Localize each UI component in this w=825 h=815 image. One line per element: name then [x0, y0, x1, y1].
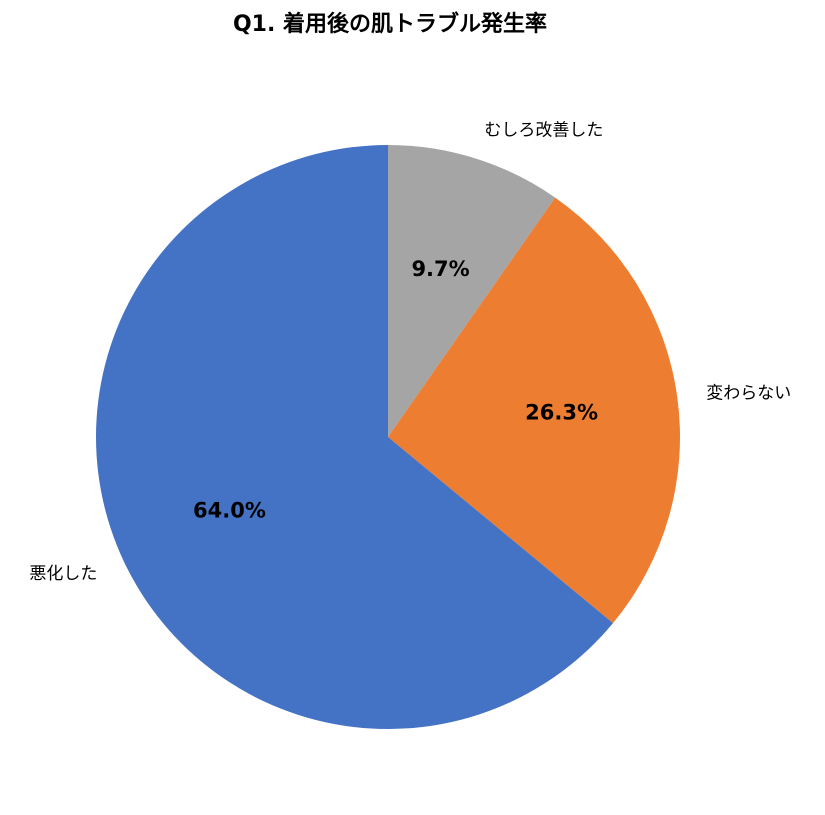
category-label: 変わらない [706, 384, 791, 404]
value-label: 9.7% [411, 257, 469, 281]
category-label: むしろ改善した [484, 121, 603, 141]
pie-slice [95, 145, 613, 730]
chart-title: Q1. 着用後の肌トラブル発生率 [233, 11, 547, 37]
pie-slice [388, 197, 680, 624]
value-label: 64.0% [193, 499, 266, 523]
pie-slice [388, 145, 556, 437]
category-label: 悪化した [29, 564, 97, 584]
value-label: 26.3% [525, 400, 598, 424]
